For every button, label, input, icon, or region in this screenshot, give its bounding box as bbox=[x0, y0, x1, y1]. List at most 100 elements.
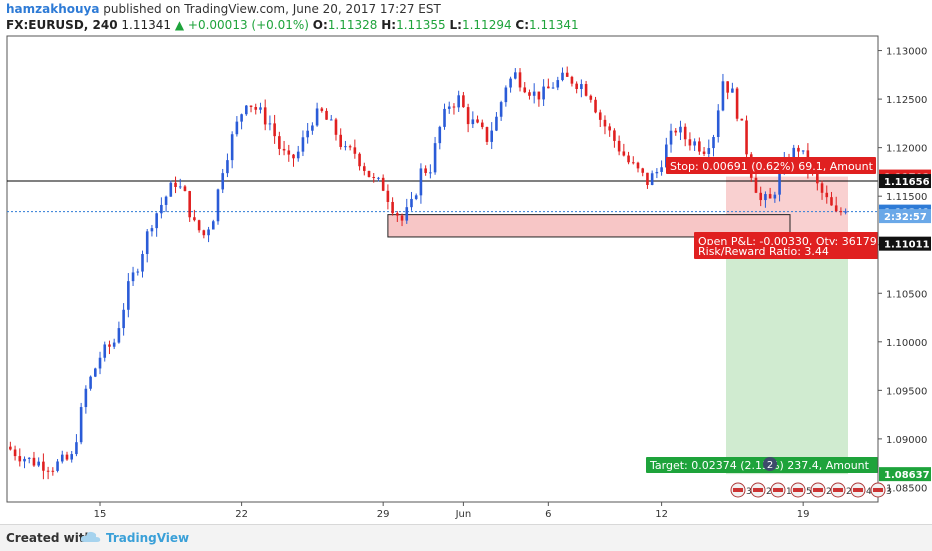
candle bbox=[457, 90, 460, 112]
stop-label[interactable]: Stop: 0.00691 (0.62%) 69.1, Amount bbox=[666, 157, 876, 174]
candle bbox=[32, 451, 36, 467]
created-with-text: Created with bbox=[6, 531, 94, 545]
candle bbox=[698, 137, 701, 155]
open-pl-label[interactable]: Open P&L: -0.00330, Qty: 36179 bbox=[694, 232, 878, 249]
candle bbox=[754, 173, 758, 194]
candle bbox=[768, 187, 772, 199]
candle bbox=[646, 172, 649, 189]
candle bbox=[245, 104, 248, 116]
price-tick-label: 1.10000 bbox=[886, 338, 927, 349]
candle bbox=[537, 91, 541, 107]
candle bbox=[735, 86, 739, 122]
price-chart[interactable]: Stop: 0.00691 (0.62%) 69.1, Amount Open P… bbox=[0, 0, 932, 524]
svg-text:1.11011: 1.11011 bbox=[884, 240, 930, 251]
candle bbox=[514, 68, 517, 80]
candle bbox=[641, 167, 645, 177]
candle bbox=[547, 78, 550, 89]
candle bbox=[56, 459, 59, 473]
high-value: 1.11355 bbox=[396, 18, 446, 32]
candle bbox=[438, 125, 442, 150]
event-flag-icon[interactable]: 2 bbox=[830, 482, 852, 498]
candle bbox=[160, 197, 163, 219]
candle bbox=[207, 226, 210, 243]
candle bbox=[674, 128, 678, 136]
candle bbox=[263, 99, 267, 131]
candle bbox=[136, 268, 140, 276]
candle bbox=[112, 338, 116, 350]
candle bbox=[155, 212, 158, 237]
candle bbox=[414, 193, 418, 201]
candle bbox=[650, 170, 654, 186]
svg-text:2: 2 bbox=[846, 487, 852, 497]
candle bbox=[773, 191, 777, 203]
time-tick-label: 6 bbox=[545, 509, 551, 520]
tradingview-brand[interactable]: TradingView bbox=[106, 531, 190, 545]
candle bbox=[429, 164, 432, 179]
candle bbox=[197, 219, 201, 233]
published-text: published on TradingView.com, June 20, 2… bbox=[103, 2, 441, 16]
price-tick-label: 1.11500 bbox=[886, 192, 927, 203]
tradingview-cloud-icon bbox=[80, 531, 101, 542]
candle bbox=[532, 83, 536, 104]
event-flag-icon[interactable]: 2 bbox=[810, 482, 832, 498]
event-flag-icon[interactable]: 3 bbox=[870, 482, 892, 498]
candle bbox=[131, 266, 135, 286]
low-label: L: bbox=[449, 18, 462, 32]
svg-text:1.11656: 1.11656 bbox=[884, 177, 930, 188]
candle bbox=[660, 160, 663, 176]
candle bbox=[598, 109, 602, 128]
candle bbox=[551, 82, 555, 89]
candle bbox=[367, 170, 371, 178]
candle bbox=[60, 450, 64, 464]
candle bbox=[292, 153, 295, 167]
candle bbox=[594, 96, 597, 114]
candle bbox=[141, 250, 144, 278]
price-tick-label: 1.08500 bbox=[886, 483, 927, 494]
candle bbox=[617, 135, 621, 156]
candle bbox=[683, 123, 687, 147]
candle bbox=[834, 196, 838, 213]
candle bbox=[193, 209, 196, 222]
risk-reward-label[interactable]: Risk/Reward Ratio: 3.44 bbox=[694, 245, 878, 259]
candle bbox=[42, 453, 45, 480]
candle bbox=[509, 76, 512, 93]
candle bbox=[89, 375, 92, 391]
candle bbox=[79, 402, 83, 445]
support-zone-box bbox=[387, 214, 791, 238]
candle bbox=[731, 82, 734, 93]
candle bbox=[556, 76, 560, 91]
candle bbox=[844, 208, 847, 215]
event-flag-icon[interactable]: 2 bbox=[750, 482, 772, 498]
candle bbox=[358, 152, 361, 171]
candle bbox=[145, 229, 149, 263]
event-flag-icon[interactable]: 4 bbox=[850, 482, 872, 498]
candle bbox=[627, 151, 630, 165]
event-flag-icon[interactable]: 3 bbox=[730, 482, 752, 498]
candle bbox=[278, 131, 281, 156]
time-tick-label: 15 bbox=[94, 509, 107, 520]
candle bbox=[830, 191, 833, 206]
close-label: C: bbox=[515, 18, 530, 32]
event-count-icon[interactable]: 2 bbox=[763, 457, 777, 471]
candle bbox=[334, 117, 338, 141]
candle bbox=[504, 85, 508, 107]
candle bbox=[240, 113, 243, 130]
candle bbox=[745, 115, 748, 160]
candle bbox=[452, 103, 456, 115]
target-label[interactable]: Target: 0.02374 (2.13%) 237.4, Amount bbox=[646, 457, 878, 473]
event-flag-icon[interactable]: 5 bbox=[790, 482, 812, 498]
candle bbox=[726, 81, 729, 100]
candle bbox=[825, 185, 829, 204]
candle bbox=[353, 139, 357, 159]
candle bbox=[178, 178, 182, 190]
footer-bar: Created with TradingView bbox=[0, 524, 932, 551]
candle bbox=[108, 340, 111, 355]
candle bbox=[400, 213, 404, 227]
candle bbox=[655, 168, 659, 179]
price-tick-label: 1.09000 bbox=[886, 435, 927, 446]
svg-text:3: 3 bbox=[746, 487, 752, 497]
candle bbox=[480, 119, 484, 130]
candle bbox=[381, 174, 385, 192]
candle bbox=[235, 116, 239, 137]
author-name[interactable]: hamzakhouya bbox=[6, 2, 100, 16]
